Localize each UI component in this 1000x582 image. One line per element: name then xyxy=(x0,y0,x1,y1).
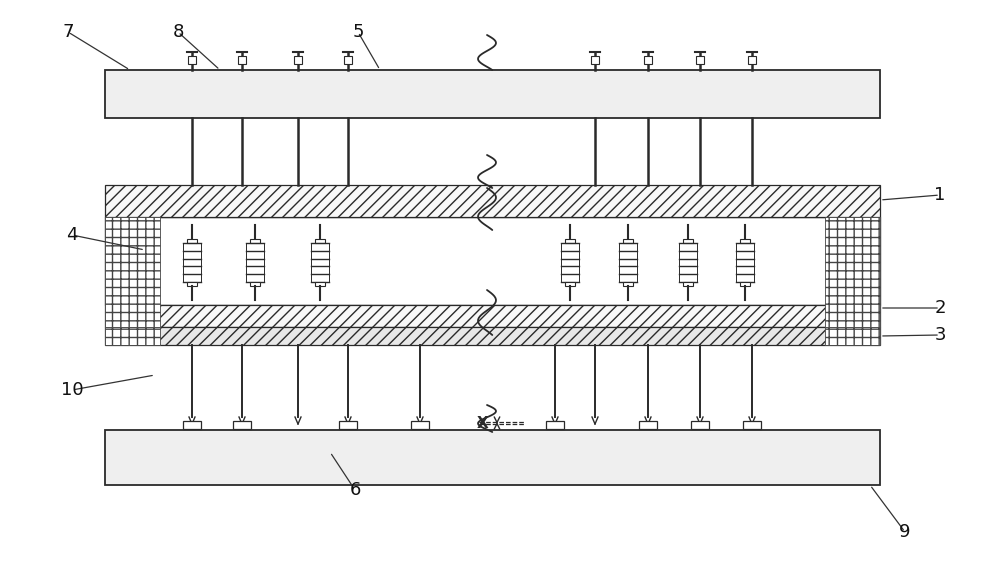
Bar xyxy=(105,70,880,118)
Bar xyxy=(105,217,160,327)
Bar xyxy=(623,239,633,243)
Bar xyxy=(250,239,260,243)
Bar xyxy=(565,239,575,243)
Bar xyxy=(748,56,756,64)
Bar xyxy=(238,56,246,64)
Bar xyxy=(105,430,880,485)
Text: 5: 5 xyxy=(352,23,364,41)
Bar xyxy=(565,282,575,286)
Text: 1: 1 xyxy=(934,186,946,204)
Bar xyxy=(105,185,880,217)
Bar xyxy=(691,421,709,429)
Bar xyxy=(743,421,761,429)
Bar xyxy=(183,421,201,429)
Bar xyxy=(825,217,880,327)
Bar xyxy=(187,282,197,286)
Text: 9: 9 xyxy=(899,523,911,541)
Bar xyxy=(740,239,750,243)
Bar xyxy=(105,327,160,345)
Bar xyxy=(591,56,599,64)
Bar xyxy=(233,421,251,429)
Bar xyxy=(105,305,880,327)
Bar xyxy=(315,282,325,286)
Text: 3: 3 xyxy=(934,326,946,344)
Bar xyxy=(546,421,564,429)
Text: 2: 2 xyxy=(934,299,946,317)
Bar xyxy=(696,56,704,64)
Bar xyxy=(683,239,693,243)
Bar xyxy=(294,56,302,64)
Bar xyxy=(187,239,197,243)
Bar xyxy=(683,282,693,286)
Bar xyxy=(250,282,260,286)
Bar xyxy=(188,56,196,64)
Text: 8: 8 xyxy=(172,23,184,41)
Bar xyxy=(339,421,357,429)
Text: 4: 4 xyxy=(66,226,78,244)
Bar xyxy=(344,56,352,64)
Bar xyxy=(825,327,880,345)
Text: 7: 7 xyxy=(62,23,74,41)
Bar xyxy=(740,282,750,286)
Bar xyxy=(105,327,880,345)
Bar xyxy=(105,217,880,305)
Bar xyxy=(411,421,429,429)
Bar xyxy=(315,239,325,243)
Bar xyxy=(623,282,633,286)
Text: X: X xyxy=(477,416,489,431)
Bar xyxy=(639,421,657,429)
Text: 6: 6 xyxy=(349,481,361,499)
Bar xyxy=(644,56,652,64)
Text: 10: 10 xyxy=(61,381,83,399)
